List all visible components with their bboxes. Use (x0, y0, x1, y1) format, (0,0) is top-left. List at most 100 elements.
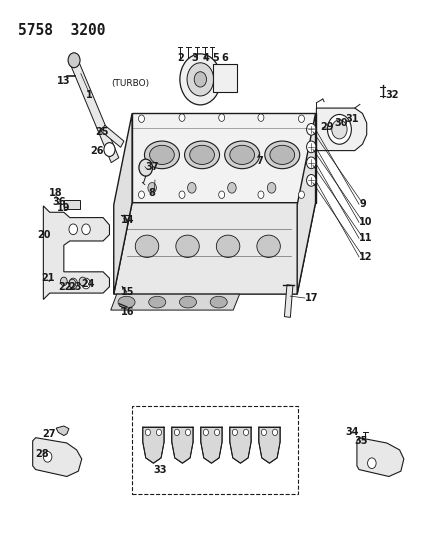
Text: 23: 23 (68, 282, 82, 292)
Circle shape (298, 191, 304, 198)
Circle shape (187, 63, 214, 96)
Text: 2: 2 (178, 53, 184, 63)
Circle shape (146, 429, 150, 435)
Circle shape (262, 429, 267, 435)
Ellipse shape (210, 296, 227, 308)
Polygon shape (43, 206, 110, 300)
FancyBboxPatch shape (64, 199, 80, 209)
Circle shape (68, 53, 80, 68)
Text: 37: 37 (145, 161, 158, 172)
Text: 1: 1 (86, 90, 93, 100)
Polygon shape (259, 427, 280, 463)
Ellipse shape (265, 141, 300, 168)
Circle shape (368, 458, 376, 469)
Text: 32: 32 (386, 90, 399, 100)
Text: 26: 26 (90, 146, 104, 156)
Text: 14: 14 (121, 215, 134, 225)
Text: 8: 8 (148, 188, 155, 198)
Circle shape (43, 451, 52, 462)
Circle shape (298, 115, 304, 123)
Circle shape (194, 72, 206, 87)
Circle shape (174, 429, 179, 435)
Text: 30: 30 (334, 118, 348, 128)
Text: 22: 22 (58, 282, 72, 292)
Circle shape (258, 114, 264, 122)
Polygon shape (143, 427, 164, 463)
Ellipse shape (184, 141, 220, 168)
Circle shape (148, 182, 156, 193)
Polygon shape (114, 203, 315, 294)
Ellipse shape (216, 235, 240, 257)
Text: (TURBO): (TURBO) (112, 78, 150, 87)
Ellipse shape (257, 235, 280, 257)
Text: 33: 33 (153, 465, 167, 474)
Text: 21: 21 (41, 273, 55, 283)
Ellipse shape (149, 296, 166, 308)
Text: 6: 6 (222, 53, 229, 63)
Circle shape (180, 54, 221, 105)
FancyBboxPatch shape (213, 64, 237, 92)
Bar (132, 406, 297, 494)
Circle shape (306, 157, 316, 168)
Circle shape (244, 429, 249, 435)
Text: 10: 10 (359, 217, 372, 228)
Ellipse shape (145, 141, 179, 168)
Text: 25: 25 (95, 127, 109, 137)
Circle shape (79, 277, 86, 286)
Text: 12: 12 (359, 252, 372, 262)
Text: 29: 29 (320, 122, 333, 132)
Text: 28: 28 (36, 449, 49, 458)
Text: 5758  3200: 5758 3200 (18, 23, 105, 38)
Polygon shape (101, 125, 124, 147)
Circle shape (306, 174, 316, 186)
Polygon shape (357, 438, 404, 477)
Polygon shape (70, 59, 119, 163)
Circle shape (232, 429, 238, 435)
Text: 17: 17 (304, 293, 318, 303)
Ellipse shape (118, 296, 135, 308)
Text: 19: 19 (57, 203, 71, 213)
Ellipse shape (190, 146, 214, 165)
Circle shape (104, 143, 115, 157)
Circle shape (156, 429, 161, 435)
Text: 11: 11 (359, 233, 372, 244)
Circle shape (185, 429, 190, 435)
Text: 35: 35 (354, 436, 367, 446)
Text: 4: 4 (202, 53, 209, 63)
Circle shape (306, 141, 316, 153)
Ellipse shape (149, 146, 174, 165)
Text: 31: 31 (345, 114, 359, 124)
Circle shape (187, 182, 196, 193)
Polygon shape (201, 427, 222, 463)
Circle shape (139, 191, 145, 198)
Circle shape (203, 429, 208, 435)
Circle shape (306, 124, 316, 135)
Text: 27: 27 (42, 429, 56, 439)
Circle shape (214, 429, 220, 435)
Polygon shape (56, 426, 69, 435)
Circle shape (228, 182, 236, 193)
Circle shape (82, 224, 90, 235)
Circle shape (69, 224, 77, 235)
Circle shape (69, 279, 76, 288)
Text: 20: 20 (37, 230, 51, 240)
Text: 24: 24 (81, 279, 95, 288)
Text: 16: 16 (121, 306, 134, 317)
Text: 18: 18 (48, 188, 62, 198)
Polygon shape (284, 285, 293, 317)
Circle shape (219, 191, 225, 198)
Polygon shape (172, 427, 193, 463)
Circle shape (139, 115, 145, 123)
Polygon shape (111, 294, 240, 310)
Polygon shape (132, 114, 315, 203)
Circle shape (327, 115, 351, 144)
Circle shape (139, 159, 152, 176)
Polygon shape (114, 114, 132, 294)
Circle shape (273, 429, 278, 435)
Polygon shape (230, 427, 251, 463)
Polygon shape (316, 108, 367, 151)
Text: 15: 15 (121, 287, 134, 297)
Text: 36: 36 (52, 197, 65, 207)
Circle shape (258, 191, 264, 198)
Text: 34: 34 (345, 427, 359, 438)
